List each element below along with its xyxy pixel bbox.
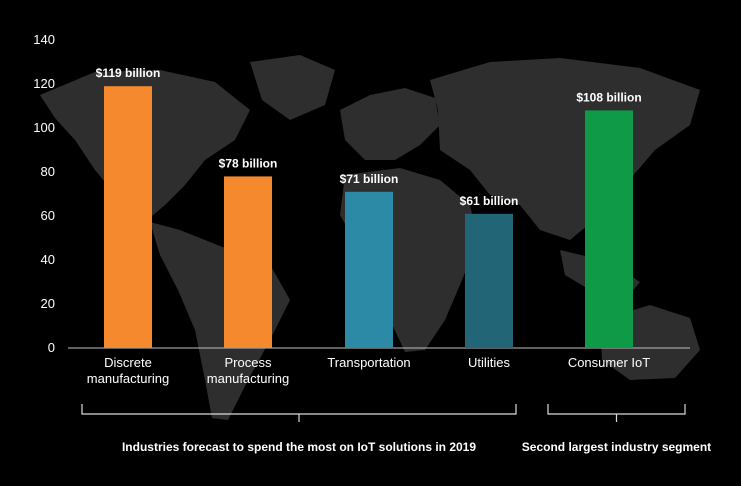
category-groups: Industries forecast to spend the most on… xyxy=(81,404,711,454)
category-label: Process manufacturing xyxy=(207,355,289,386)
group-bracket xyxy=(547,404,686,422)
data-label: $71 billion xyxy=(340,172,399,186)
group-bracket xyxy=(81,404,517,422)
y-tick-label: 100 xyxy=(33,120,55,135)
bar xyxy=(345,191,393,348)
y-tick-label: 60 xyxy=(41,208,55,223)
data-label: $78 billion xyxy=(219,156,278,170)
y-tick-label: 140 xyxy=(33,32,55,47)
y-tick-label: 0 xyxy=(48,340,55,355)
y-tick-label: 20 xyxy=(41,296,55,311)
category-label: Utilities xyxy=(468,355,510,370)
bar xyxy=(585,110,633,349)
y-tick-label: 120 xyxy=(33,76,55,91)
category-label: Discrete manufacturing xyxy=(87,355,169,386)
category-label: Consumer IoT xyxy=(568,355,650,370)
bar xyxy=(224,176,272,348)
map-greenland xyxy=(250,55,335,120)
map-asia xyxy=(430,58,700,240)
y-tick-label: 80 xyxy=(41,164,55,179)
bar xyxy=(465,213,513,348)
data-label: $108 billion xyxy=(576,90,641,104)
group-label: Industries forecast to spend the most on… xyxy=(122,440,476,454)
y-tick-label: 40 xyxy=(41,252,55,267)
map-europe xyxy=(340,88,440,160)
bar xyxy=(104,86,152,348)
category-label: Transportation xyxy=(327,355,410,370)
bars xyxy=(104,86,633,349)
data-label: $61 billion xyxy=(460,194,519,208)
bar-labels: $119 billion Discrete manufacturing $78 bil… xyxy=(87,66,650,386)
group-label: Second largest industry segment xyxy=(522,440,711,454)
data-label: $119 billion xyxy=(96,66,161,80)
